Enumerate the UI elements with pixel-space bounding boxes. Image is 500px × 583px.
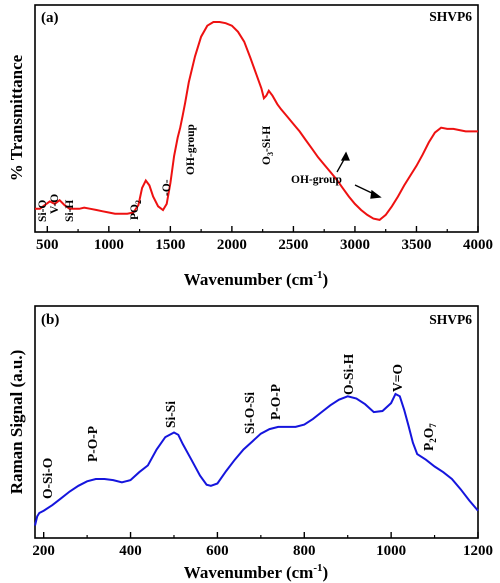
panel-b-x-tick-label: 1200 [463,543,493,559]
panel-b-x-axis-title: Wavenumber (cm-1) [184,562,328,582]
panel-a-frame [34,4,479,233]
annotation-si-o: Si-O [37,200,49,222]
panel-b-y-axis-title: Raman Signal (a.u.) [7,350,26,495]
panel-b-x-tick-label: 800 [293,543,316,559]
annotation-o3-si-h: O3-Si-H [261,126,275,165]
panel-a-sample-label: SHVP6 [429,9,472,24]
annotation-si-o-si: Si-O-Si [242,392,257,434]
panel-a-x-tick-label: 500 [36,237,59,253]
panel-b-x-tick-label: 400 [119,543,142,559]
panel-b-sample-label: SHVP6 [429,312,472,327]
annotation-o-si-h: O-Si-H [341,353,356,395]
panel-a-x-tick-label: 1000 [94,237,124,253]
panel-a-x-tick-label: 3500 [401,237,431,253]
panel-a-x-ticks: 500 1000 1500 2000 2500 3000 3500 4000 [36,226,493,253]
panel-b-x-tick-label: 200 [32,543,55,559]
annotation-po2: PO2 [129,200,143,220]
annotation-oh-arrows [336,151,382,199]
panel-a-x-tick-label: 4000 [463,237,493,253]
panel-a-series-line [35,21,478,221]
panel-b: 200 400 600 800 1000 1200 (b) SHVP6 O-Si-O P-… [7,305,493,582]
annotation-o-bridge: -O- [161,179,173,196]
annotation-si-si: Si-Si [163,401,178,428]
annotation-p-o-p-2: P-O-P [268,384,283,420]
panel-a-x-tick-label: 2000 [217,237,247,253]
annotation-o-si-o: O-Si-O [40,458,55,499]
panel-a-x-tick-label: 2500 [278,237,308,253]
annotation-oh-group-2: OH-group [291,174,342,186]
panel-b-frame [34,305,479,539]
panel-b-x-tick-label: 1000 [376,543,406,559]
panel-a: 500 1000 1500 2000 2500 3000 3500 4000 (a) SHVP… [7,4,493,289]
annotation-p-o-p-1: P-O-P [85,426,100,462]
annotation-v-o: V-O [49,194,61,214]
annotation-si-h: Si-H [64,200,76,222]
panel-a-x-axis-title: Wavenumber (cm-1) [184,269,328,289]
panel-a-y-axis-title: % Transmittance [7,54,26,181]
panel-a-x-tick-label: 3000 [340,237,370,253]
annotation-p2o7: P2O7 [421,423,438,451]
panel-a-x-tick-label: 1500 [155,237,185,253]
annotation-v-o-double: V=O [390,364,405,392]
panel-b-x-tick-label: 600 [206,543,229,559]
panel-b-label: (b) [41,312,59,328]
panel-b-x-ticks: 200 400 600 800 1000 1200 [32,532,493,559]
panel-a-label: (a) [41,10,59,26]
annotation-oh-group-1: OH-group [185,124,197,175]
panel-b-series-line [34,392,479,526]
